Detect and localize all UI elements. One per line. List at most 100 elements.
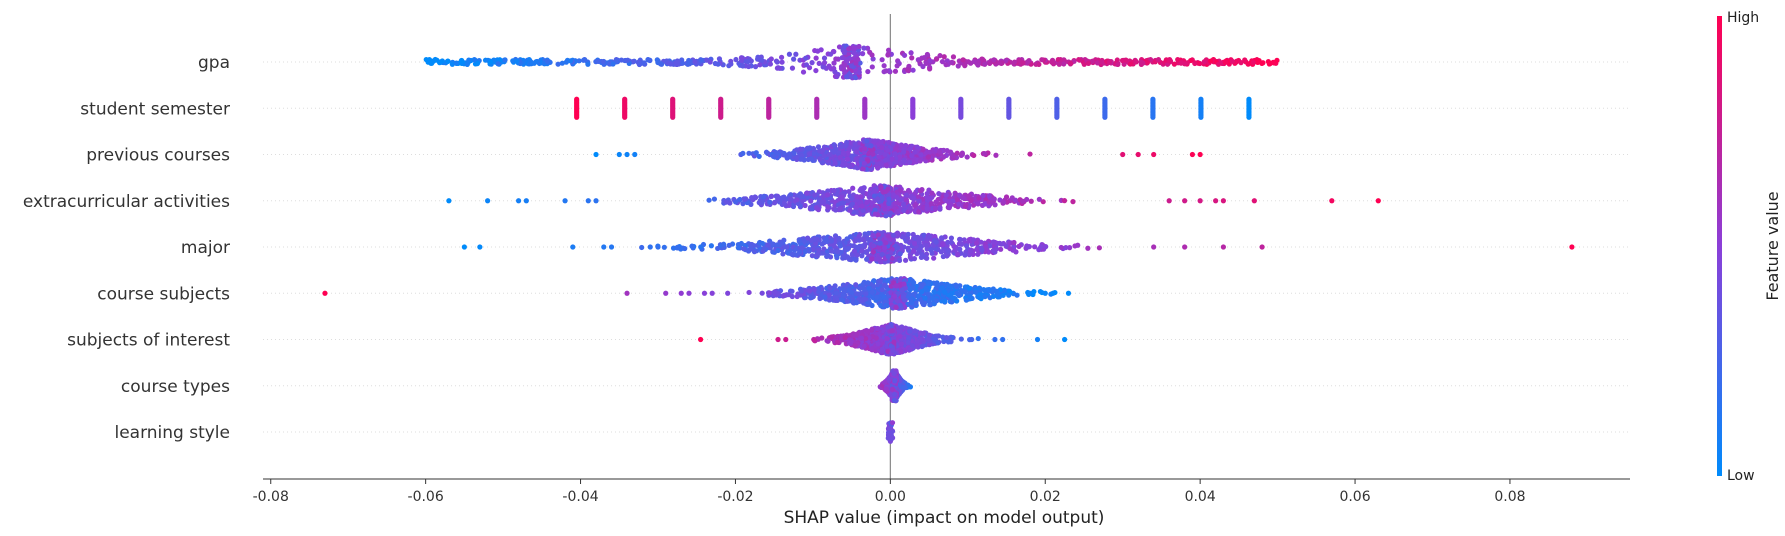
shap-point xyxy=(907,146,913,152)
shap-point xyxy=(940,154,947,160)
feature-label-extracurricular-activities: extracurricular activities xyxy=(23,192,230,212)
shap-point xyxy=(901,158,907,164)
shap-point xyxy=(574,114,580,120)
shap-point xyxy=(919,283,925,289)
feature-label-course-types: course types xyxy=(121,377,230,397)
shap-point xyxy=(821,55,828,61)
shap-point xyxy=(877,278,883,284)
shap-point xyxy=(925,280,932,287)
shap-point xyxy=(848,289,855,295)
shap-point xyxy=(1036,196,1042,202)
shap-point xyxy=(998,246,1004,252)
feature-points-gpa xyxy=(423,43,1280,81)
shap-point xyxy=(856,43,862,50)
shap-point xyxy=(805,156,811,163)
shap-point xyxy=(581,57,587,63)
shap-point xyxy=(883,162,889,168)
shap-point xyxy=(821,153,827,159)
shap-point xyxy=(859,243,866,249)
shap-point xyxy=(1182,244,1188,250)
shap-point xyxy=(925,154,932,160)
shap-point xyxy=(861,296,867,302)
shap-point xyxy=(916,209,922,215)
shap-point xyxy=(837,243,843,249)
shap-point xyxy=(864,138,870,144)
shap-point xyxy=(908,50,914,56)
shap-point xyxy=(976,294,983,301)
shap-point xyxy=(1056,61,1062,67)
shap-point xyxy=(544,58,550,64)
shap-point xyxy=(632,151,638,158)
shap-point xyxy=(889,328,895,334)
shap-point xyxy=(881,63,887,69)
feature-points-previous-courses xyxy=(593,137,1203,173)
shap-point xyxy=(868,147,874,153)
shap-point xyxy=(882,151,888,158)
shap-point xyxy=(718,114,724,120)
shap-point xyxy=(954,252,961,258)
shap-point xyxy=(585,198,591,204)
shap-point xyxy=(923,60,929,66)
shap-point xyxy=(852,141,858,147)
shap-point xyxy=(881,245,888,251)
shap-point xyxy=(768,193,775,199)
shap-point xyxy=(924,51,930,58)
shap-point xyxy=(848,63,855,69)
shap-point xyxy=(1061,198,1068,204)
shap-point xyxy=(834,73,840,80)
shap-point xyxy=(514,58,520,64)
shap-point xyxy=(1085,60,1092,66)
feature-points-extracurricular-activities xyxy=(446,183,1381,219)
shap-point xyxy=(789,251,795,257)
shap-point xyxy=(570,244,576,250)
shap-point xyxy=(766,290,772,296)
shap-point xyxy=(938,249,944,255)
shap-point xyxy=(870,56,876,62)
shap-point xyxy=(1127,61,1133,67)
shap-point xyxy=(923,243,929,249)
shap-point xyxy=(741,196,747,202)
shap-point xyxy=(979,247,985,253)
shap-point xyxy=(726,242,732,249)
shap-point xyxy=(910,114,916,120)
shap-point xyxy=(878,184,884,190)
shap-point xyxy=(740,150,746,156)
shap-point xyxy=(884,335,890,342)
shap-point xyxy=(1032,244,1038,250)
shap-point xyxy=(885,186,891,192)
feature-label-course-subjects: course subjects xyxy=(97,284,230,304)
shap-point xyxy=(1171,61,1177,67)
shap-point xyxy=(841,150,847,156)
shap-point xyxy=(937,53,943,59)
shap-point xyxy=(1070,199,1076,205)
shap-point xyxy=(898,341,904,347)
shap-point xyxy=(772,289,778,295)
shap-point xyxy=(610,61,616,67)
shap-point xyxy=(1140,60,1146,66)
shap-point xyxy=(877,259,884,265)
shap-point xyxy=(707,59,713,65)
shap-point xyxy=(945,239,951,245)
shap-point xyxy=(806,248,812,254)
shap-point xyxy=(775,336,781,343)
shap-point xyxy=(1375,198,1381,204)
shap-point xyxy=(600,59,606,65)
shap-point xyxy=(763,149,770,155)
shap-point xyxy=(1102,114,1108,120)
shap-point xyxy=(929,190,935,196)
shap-point xyxy=(670,114,676,120)
shap-point xyxy=(711,196,718,202)
shap-point xyxy=(870,232,876,239)
shap-point xyxy=(453,60,459,66)
shap-point xyxy=(808,198,814,204)
shap-point xyxy=(832,160,838,166)
shap-point xyxy=(775,247,781,254)
shap-point xyxy=(746,289,752,296)
shap-point xyxy=(919,343,925,350)
shap-point xyxy=(897,187,903,193)
shap-point xyxy=(1178,60,1184,66)
shap-point xyxy=(934,298,940,304)
shap-point xyxy=(869,200,875,206)
shap-point xyxy=(870,151,876,157)
shap-point xyxy=(1037,245,1043,252)
